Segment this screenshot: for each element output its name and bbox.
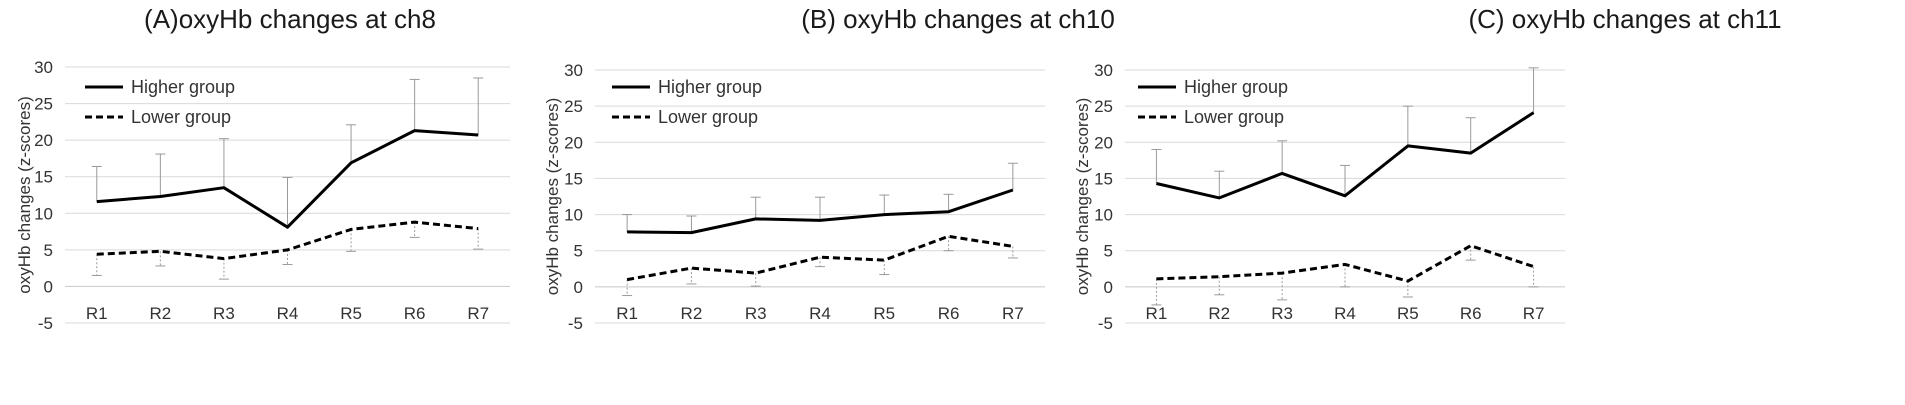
y-tick-label: 20 — [34, 131, 53, 150]
y-tick-label: 5 — [1104, 242, 1113, 261]
y-tick-label: 5 — [44, 241, 53, 260]
x-tick-label: R2 — [1208, 304, 1230, 323]
panel-title: (A)oxyHb changes at ch8 — [144, 4, 436, 34]
y-tick-label: -5 — [568, 314, 583, 333]
legend: Higher group Lower group — [612, 77, 762, 127]
x-tick-label: R7 — [467, 304, 489, 323]
series-line-lower — [96, 220, 479, 261]
x-tick-label: R4 — [1334, 304, 1356, 323]
x-tick-label: R4 — [809, 304, 831, 323]
legend-label: Higher group — [131, 77, 235, 97]
legend-label: Lower group — [131, 107, 231, 127]
y-axis-title: oxyHb changes (z-scores) — [15, 96, 34, 293]
y-tick-label: 10 — [564, 206, 583, 225]
y-tick-label: 0 — [44, 277, 53, 296]
x-tick-label: R1 — [616, 304, 638, 323]
chart-panel-3: (C) oxyHb changes at ch11 -5 0 5 10 15 20 25 30o… — [1073, 4, 1782, 333]
x-tick-label: R4 — [277, 304, 299, 323]
y-tick-label: -5 — [38, 314, 53, 333]
x-tick-label: R5 — [340, 304, 362, 323]
x-tick-label: R7 — [1523, 304, 1545, 323]
legend-label: Lower group — [1184, 107, 1284, 127]
x-tick-label: R3 — [745, 304, 767, 323]
y-tick-label: 10 — [34, 204, 53, 223]
x-tick-label: R2 — [149, 304, 171, 323]
x-tick-label: R6 — [1460, 304, 1482, 323]
x-tick-label: R7 — [1002, 304, 1024, 323]
y-tick-label: 10 — [1094, 206, 1113, 225]
x-tick-label: R6 — [938, 304, 960, 323]
chart-panel-1: (A)oxyHb changes at ch8 -5 0 5 10 15 20 25 30oxy… — [15, 4, 510, 333]
x-tick-label: R3 — [213, 304, 235, 323]
series-line-lower — [1156, 244, 1535, 283]
series-line-higher — [627, 188, 1014, 235]
x-tick-label: R5 — [1397, 304, 1419, 323]
y-tick-label: 25 — [1094, 97, 1113, 116]
y-tick-label: 25 — [34, 95, 53, 114]
legend: Higher group Lower group — [85, 77, 235, 127]
series-line-higher — [1156, 111, 1535, 200]
panel-title: (C) oxyHb changes at ch11 — [1468, 4, 1781, 34]
x-tick-label: R2 — [681, 304, 703, 323]
x-tick-label: R6 — [404, 304, 426, 323]
y-tick-label: 0 — [574, 278, 583, 297]
y-tick-label: -5 — [1098, 314, 1113, 333]
series-line-higher — [96, 129, 479, 229]
x-tick-label: R3 — [1271, 304, 1293, 323]
x-tick-label: R5 — [873, 304, 895, 323]
x-tick-label: R1 — [1146, 304, 1168, 323]
panel-title: (B) oxyHb changes at ch10 — [801, 4, 1115, 34]
legend: Higher group Lower group — [1138, 77, 1288, 127]
x-tick-label: R1 — [86, 304, 108, 323]
y-tick-label: 20 — [564, 133, 583, 152]
y-tick-label: 0 — [1104, 278, 1113, 297]
y-tick-label: 25 — [564, 97, 583, 116]
y-tick-label: 15 — [1094, 169, 1113, 188]
y-axis-title: oxyHb changes (z-scores) — [543, 98, 562, 295]
y-tick-label: 30 — [564, 61, 583, 80]
y-tick-label: 15 — [564, 169, 583, 188]
y-axis-title: oxyHb changes (z-scores) — [1073, 98, 1092, 295]
y-tick-label: 30 — [34, 58, 53, 77]
y-tick-label: 30 — [1094, 61, 1113, 80]
y-tick-label: 5 — [574, 242, 583, 261]
legend-label: Lower group — [658, 107, 758, 127]
chart-panel-2: (B) oxyHb changes at ch10-5051015202530o… — [543, 4, 1115, 333]
legend-label: Higher group — [1184, 77, 1288, 97]
legend-label: Higher group — [658, 77, 762, 97]
y-tick-label: 15 — [34, 168, 53, 187]
y-tick-label: 20 — [1094, 133, 1113, 152]
